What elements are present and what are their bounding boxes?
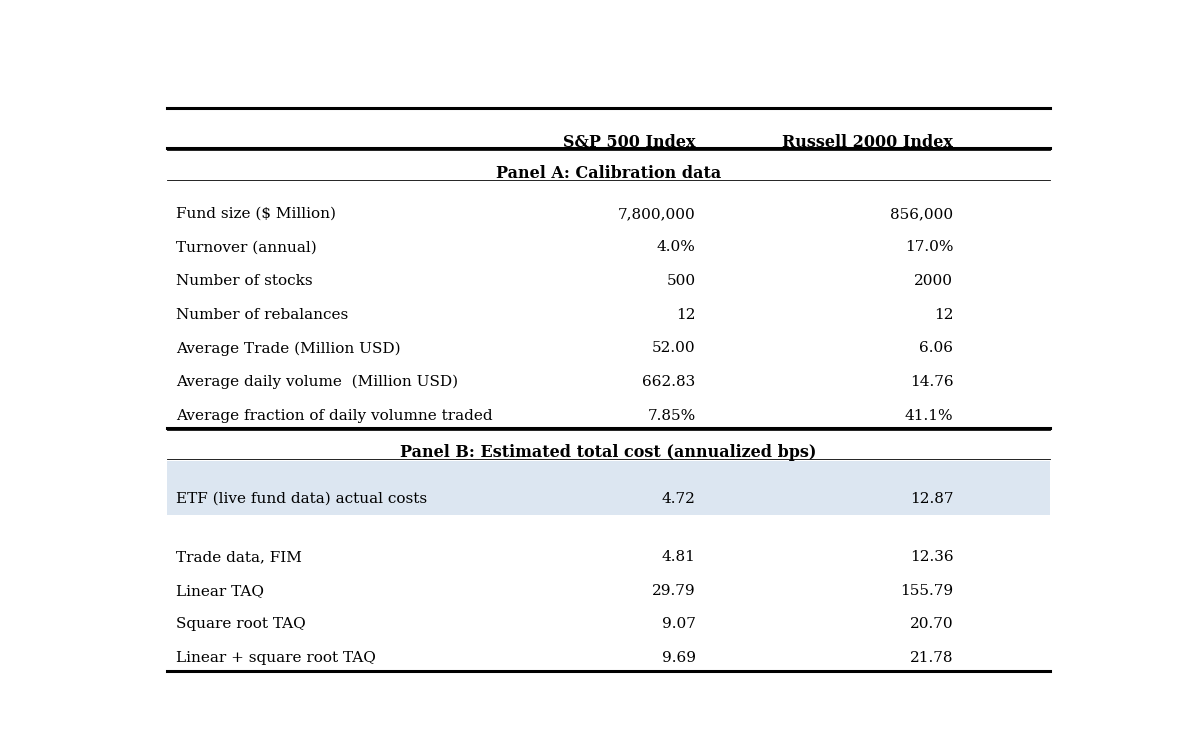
Text: 856,000: 856,000 — [890, 207, 953, 221]
Bar — [166, 461, 1049, 515]
Text: ETF (live fund data) actual costs: ETF (live fund data) actual costs — [176, 492, 427, 506]
Text: 9.69: 9.69 — [661, 651, 696, 665]
Text: 7.85%: 7.85% — [647, 409, 696, 422]
Text: 29.79: 29.79 — [652, 584, 696, 598]
Text: 12: 12 — [934, 308, 953, 322]
Text: 4.0%: 4.0% — [656, 240, 696, 255]
Text: Russell 2000 Index: Russell 2000 Index — [782, 134, 953, 151]
Text: Number of stocks: Number of stocks — [176, 274, 312, 288]
Text: 155.79: 155.79 — [900, 584, 953, 598]
Text: 500: 500 — [667, 274, 696, 288]
Text: 12.36: 12.36 — [909, 550, 953, 564]
Text: Panel B: Estimated total cost (annualized bps): Panel B: Estimated total cost (annualize… — [400, 444, 817, 461]
Text: 7,800,000: 7,800,000 — [618, 207, 696, 221]
Text: Number of rebalances: Number of rebalances — [176, 308, 348, 322]
Text: S&P 500 Index: S&P 500 Index — [563, 134, 696, 151]
Text: 6.06: 6.06 — [919, 341, 953, 355]
Text: Panel A: Calibration data: Panel A: Calibration data — [496, 165, 721, 181]
Text: 20.70: 20.70 — [909, 617, 953, 631]
Text: Linear TAQ: Linear TAQ — [176, 584, 264, 598]
Text: Average Trade (Million USD): Average Trade (Million USD) — [176, 341, 400, 355]
Text: 52.00: 52.00 — [652, 341, 696, 355]
Text: 662.83: 662.83 — [642, 375, 696, 389]
Text: Fund size ($ Million): Fund size ($ Million) — [176, 207, 336, 221]
Text: 4.72: 4.72 — [662, 492, 696, 506]
Text: 14.76: 14.76 — [909, 375, 953, 389]
Text: 12: 12 — [677, 308, 696, 322]
Text: 41.1%: 41.1% — [904, 409, 953, 422]
Text: Average daily volume  (Million USD): Average daily volume (Million USD) — [176, 375, 458, 389]
Text: 2000: 2000 — [914, 274, 953, 288]
Text: 21.78: 21.78 — [909, 651, 953, 665]
Text: 9.07: 9.07 — [662, 617, 696, 631]
Text: Square root TAQ: Square root TAQ — [176, 617, 306, 631]
Text: 17.0%: 17.0% — [904, 240, 953, 255]
Text: Turnover (annual): Turnover (annual) — [176, 240, 317, 255]
Text: Average fraction of daily volumne traded: Average fraction of daily volumne traded — [176, 409, 493, 422]
Text: Trade data, FIM: Trade data, FIM — [176, 550, 301, 564]
Text: 4.81: 4.81 — [662, 550, 696, 564]
Text: 12.87: 12.87 — [909, 492, 953, 506]
Text: Linear + square root TAQ: Linear + square root TAQ — [176, 651, 376, 665]
